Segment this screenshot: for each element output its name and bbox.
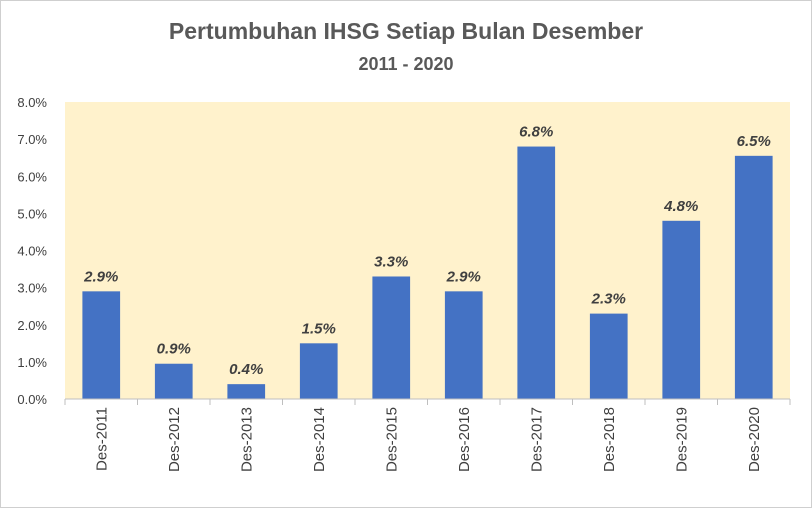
x-axis: Des-2011 Des-2012 Des-2013 Des-2014 Des-2015… — [93, 407, 763, 472]
bar-series — [82, 146, 773, 399]
x-tick-label: Des-2018 — [601, 407, 618, 472]
y-axis: 0.0% 1.0% 2.0% 3.0% 4.0% 5.0% 6.0% 7.0% 8.0% — [17, 95, 47, 407]
x-tick-label: Des-2020 — [746, 407, 763, 472]
chart-subtitle: 2011 - 2020 — [358, 54, 454, 74]
bar — [444, 291, 483, 399]
data-label: 2.9% — [83, 268, 118, 285]
y-tick-label: 6.0% — [17, 169, 47, 184]
data-label: 0.9% — [157, 341, 191, 358]
x-tick-label: Des-2019 — [673, 407, 690, 472]
data-label: 6.8% — [519, 124, 553, 141]
y-tick-label: 2.0% — [17, 318, 47, 333]
chart-title: Pertumbuhan IHSG Setiap Bulan Desember — [168, 18, 644, 44]
y-tick-label: 7.0% — [17, 132, 47, 147]
y-tick-label: 5.0% — [17, 206, 47, 221]
x-tick-label: Des-2017 — [528, 407, 545, 472]
bar — [734, 155, 773, 399]
data-label: 1.5% — [302, 320, 336, 337]
data-label: 2.3% — [591, 291, 626, 308]
y-tick-label: 3.0% — [17, 281, 47, 296]
bar — [154, 363, 193, 399]
y-tick-label: 0.0% — [17, 392, 47, 407]
y-tick-label: 4.0% — [17, 244, 47, 259]
x-tick-label: Des-2015 — [383, 407, 400, 472]
data-label: 4.8% — [663, 198, 698, 215]
x-tick-label: Des-2011 — [93, 407, 110, 471]
x-tick-label: Des-2012 — [166, 407, 183, 472]
bar — [227, 384, 266, 399]
bar — [517, 146, 556, 399]
bar — [662, 220, 701, 399]
data-label: 0.4% — [229, 361, 263, 378]
data-labels: 2.9% 0.9% 0.4% 1.5% 3.3% 2.9% 6.8% 2.3% 4.8% 6.5% — [83, 124, 771, 379]
x-tick-label: Des-2016 — [456, 407, 473, 472]
bar — [589, 313, 628, 399]
bar — [372, 276, 411, 399]
y-tick-label: 1.0% — [17, 355, 47, 370]
x-axis-ticks — [64, 399, 791, 405]
data-label: 2.9% — [446, 268, 481, 285]
x-tick-label: Des-2013 — [238, 407, 255, 472]
y-tick-label: 8.0% — [17, 95, 47, 110]
x-tick-label: Des-2014 — [311, 407, 328, 472]
data-label: 3.3% — [374, 253, 408, 270]
data-label: 6.5% — [737, 133, 771, 150]
bar — [299, 343, 338, 399]
bar — [82, 291, 121, 399]
